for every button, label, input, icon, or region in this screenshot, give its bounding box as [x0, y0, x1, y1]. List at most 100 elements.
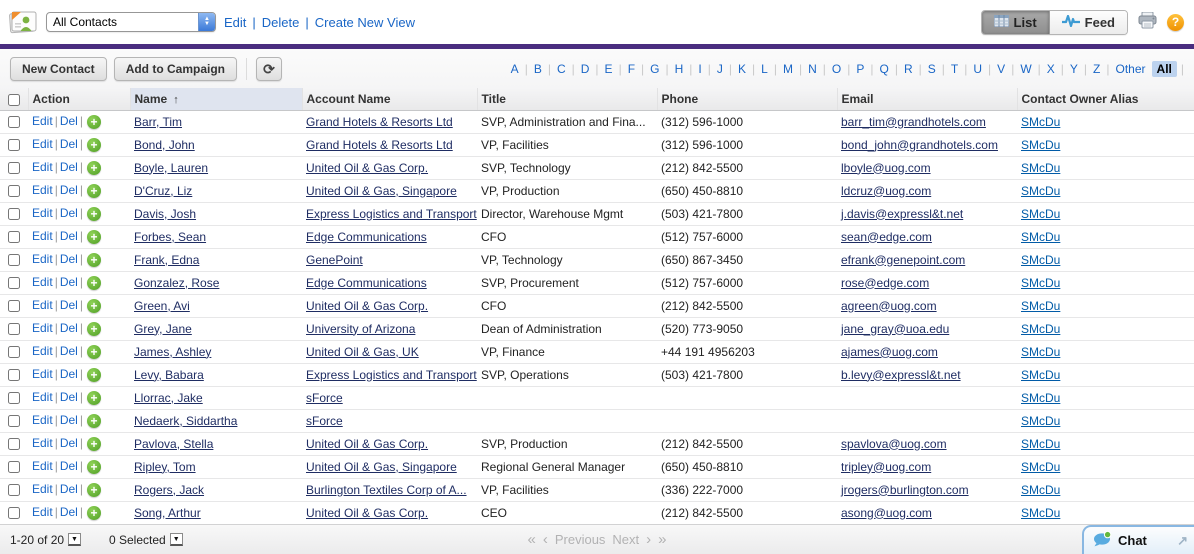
del-link[interactable]: Del: [59, 459, 78, 474]
next-page-icon[interactable]: ›: [646, 531, 652, 548]
edit-link[interactable]: Edit: [32, 390, 53, 405]
owner-alias-link[interactable]: SMcDu: [1021, 137, 1061, 152]
quick-add-icon[interactable]: +: [86, 229, 101, 244]
row-checkbox[interactable]: [8, 208, 20, 221]
row-checkbox[interactable]: [8, 185, 20, 198]
edit-link[interactable]: Edit: [32, 482, 53, 497]
contact-name-link[interactable]: Levy, Babara: [134, 367, 204, 382]
owner-alias-link[interactable]: SMcDu: [1021, 183, 1061, 198]
alpha-link-y[interactable]: Y: [1069, 61, 1078, 76]
del-link[interactable]: Del: [59, 252, 78, 267]
help-button[interactable]: ?: [1167, 13, 1184, 31]
alpha-link-d[interactable]: D: [580, 61, 590, 76]
edit-link[interactable]: Edit: [32, 206, 53, 221]
del-link[interactable]: Del: [59, 482, 78, 497]
selected-dropdown-icon[interactable]: ▼: [169, 533, 183, 546]
row-checkbox[interactable]: [8, 231, 20, 244]
contact-email-link[interactable]: sean@edge.com: [841, 229, 932, 244]
del-link[interactable]: Del: [59, 413, 78, 428]
row-checkbox[interactable]: [8, 162, 20, 175]
contact-name-link[interactable]: Davis, Josh: [134, 206, 197, 221]
owner-alias-link[interactable]: SMcDu: [1021, 160, 1061, 175]
create-new-view-link[interactable]: Create New View: [314, 14, 415, 30]
account-name-link[interactable]: United Oil & Gas Corp.: [306, 298, 429, 313]
alpha-link-m[interactable]: M: [782, 61, 793, 76]
del-link[interactable]: Del: [59, 183, 78, 198]
del-link[interactable]: Del: [59, 160, 78, 175]
edit-link[interactable]: Edit: [32, 252, 53, 267]
print-button[interactable]: [1138, 11, 1157, 32]
select-all-checkbox[interactable]: [7, 93, 20, 106]
quick-add-icon[interactable]: +: [86, 459, 101, 474]
alpha-link-c[interactable]: C: [556, 61, 566, 76]
del-link[interactable]: Del: [59, 436, 78, 451]
last-page-icon[interactable]: »: [658, 531, 667, 548]
contact-email-link[interactable]: barr_tim@grandhotels.com: [841, 114, 986, 129]
owner-alias-link[interactable]: SMcDu: [1021, 505, 1061, 520]
contact-name-link[interactable]: Rogers, Jack: [134, 482, 205, 497]
account-name-link[interactable]: United Oil & Gas Corp.: [306, 436, 429, 451]
alpha-link-r[interactable]: R: [903, 61, 913, 76]
alpha-link-q[interactable]: Q: [879, 61, 889, 76]
owner-alias-link[interactable]: SMcDu: [1021, 367, 1061, 382]
quick-add-icon[interactable]: +: [86, 183, 101, 198]
contact-name-link[interactable]: D'Cruz, Liz: [134, 183, 193, 198]
account-name-link[interactable]: Express Logistics and Transport: [306, 206, 477, 221]
contact-email-link[interactable]: b.levy@expressl&t.net: [841, 367, 961, 382]
del-link[interactable]: Del: [59, 206, 78, 221]
account-name-link[interactable]: GenePoint: [306, 252, 363, 267]
contact-name-link[interactable]: Frank, Edna: [134, 252, 200, 267]
edit-link[interactable]: Edit: [32, 114, 53, 129]
col-email[interactable]: Email: [837, 88, 1018, 111]
quick-add-icon[interactable]: +: [86, 413, 101, 428]
del-link[interactable]: Del: [59, 367, 78, 382]
contact-email-link[interactable]: rose@edge.com: [841, 275, 930, 290]
feed-view-button[interactable]: Feed: [1049, 10, 1127, 34]
edit-link[interactable]: Edit: [32, 183, 53, 198]
contact-email-link[interactable]: agreen@uog.com: [841, 298, 937, 313]
alpha-link-h[interactable]: H: [674, 61, 684, 76]
refresh-button[interactable]: ⟳: [256, 56, 283, 81]
contact-name-link[interactable]: Ripley, Tom: [134, 459, 196, 474]
add-to-campaign-button[interactable]: Add to Campaign: [113, 56, 238, 81]
alpha-link-f[interactable]: F: [627, 61, 636, 76]
account-name-link[interactable]: United Oil & Gas Corp.: [306, 160, 429, 175]
alpha-link-j[interactable]: J: [716, 61, 723, 76]
alpha-link-z[interactable]: Z: [1093, 61, 1101, 76]
account-name-link[interactable]: Grand Hotels & Resorts Ltd: [306, 137, 453, 152]
owner-alias-link[interactable]: SMcDu: [1021, 344, 1061, 359]
edit-link[interactable]: Edit: [32, 229, 53, 244]
col-phone[interactable]: Phone: [657, 88, 838, 111]
list-view-button[interactable]: List: [981, 10, 1050, 34]
contact-name-link[interactable]: Pavlova, Stella: [134, 436, 214, 451]
quick-add-icon[interactable]: +: [86, 137, 101, 152]
col-owner-alias[interactable]: Contact Owner Alias: [1017, 88, 1194, 111]
contact-name-link[interactable]: Boyle, Lauren: [134, 160, 209, 175]
contact-name-link[interactable]: Forbes, Sean: [134, 229, 207, 244]
first-page-icon[interactable]: «: [527, 531, 536, 548]
owner-alias-link[interactable]: SMcDu: [1021, 413, 1061, 428]
alpha-link-v[interactable]: V: [997, 61, 1006, 76]
row-checkbox[interactable]: [8, 346, 20, 359]
account-name-link[interactable]: Edge Communications: [306, 229, 427, 244]
owner-alias-link[interactable]: SMcDu: [1021, 390, 1061, 405]
del-link[interactable]: Del: [59, 344, 78, 359]
row-checkbox[interactable]: [8, 323, 20, 336]
contact-email-link[interactable]: bond_john@grandhotels.com: [841, 137, 998, 152]
del-link[interactable]: Del: [59, 505, 78, 520]
delete-view-link[interactable]: Delete: [261, 14, 300, 30]
row-checkbox[interactable]: [8, 300, 20, 313]
owner-alias-link[interactable]: SMcDu: [1021, 459, 1061, 474]
del-link[interactable]: Del: [59, 321, 78, 336]
account-name-link[interactable]: University of Arizona: [306, 321, 416, 336]
account-name-link[interactable]: Grand Hotels & Resorts Ltd: [306, 114, 453, 129]
edit-link[interactable]: Edit: [32, 344, 53, 359]
edit-link[interactable]: Edit: [32, 505, 53, 520]
alpha-link-a[interactable]: A: [510, 61, 519, 76]
account-name-link[interactable]: Edge Communications: [306, 275, 427, 290]
alpha-link-i[interactable]: I: [698, 61, 702, 76]
col-account-name[interactable]: Account Name: [302, 88, 478, 111]
alpha-link-s[interactable]: S: [927, 61, 936, 76]
edit-link[interactable]: Edit: [32, 367, 53, 382]
alpha-link-e[interactable]: E: [604, 61, 613, 76]
